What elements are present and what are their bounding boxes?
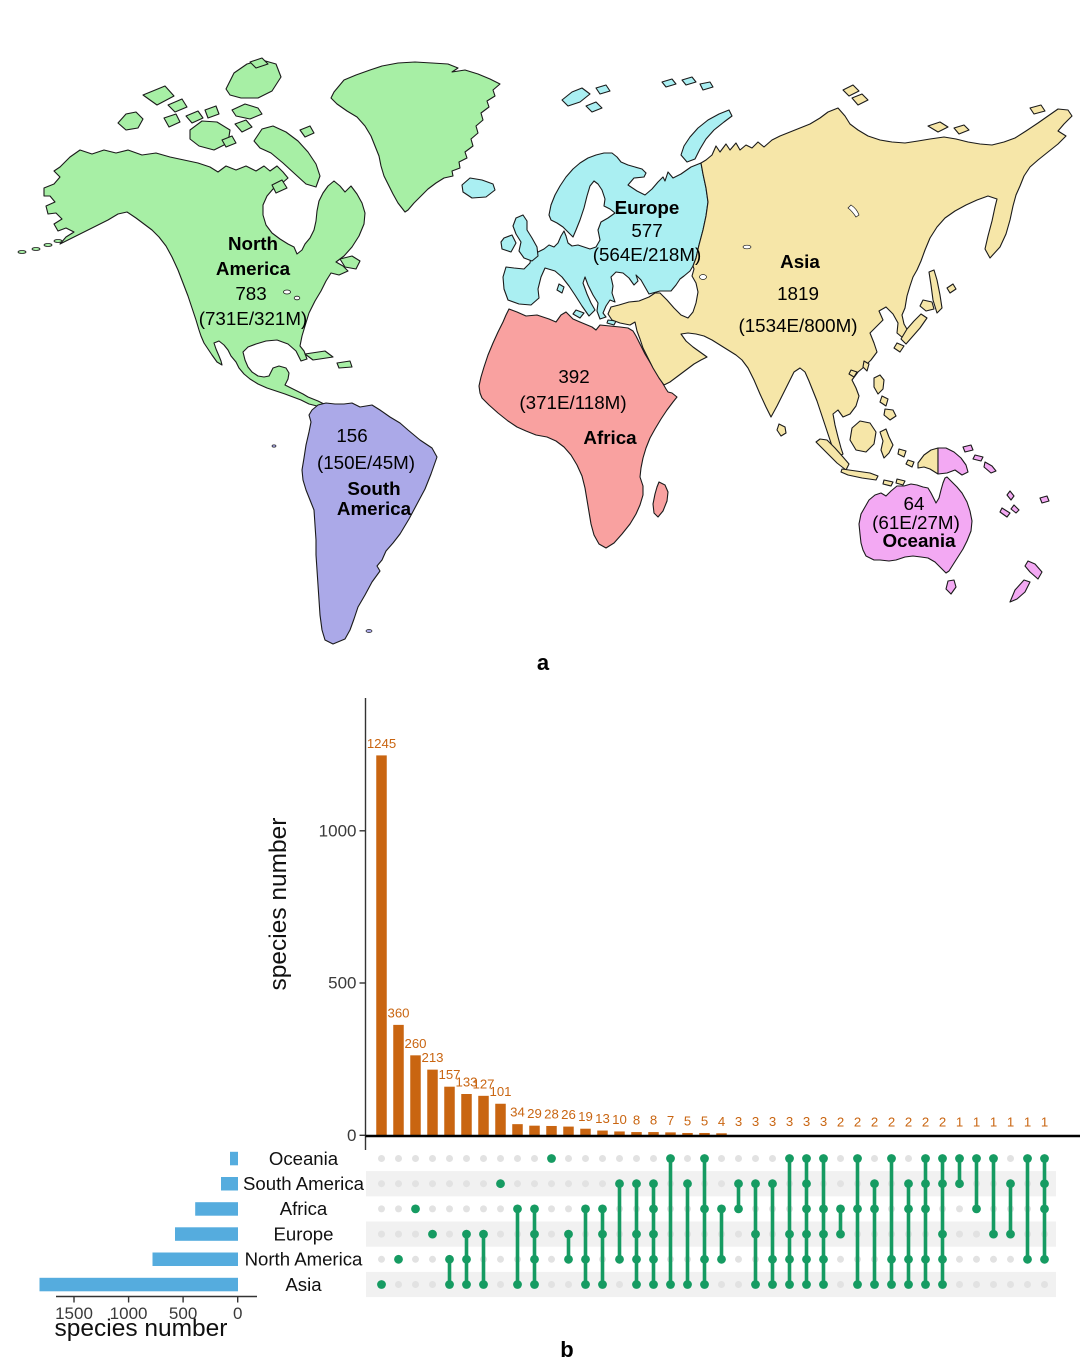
- svg-text:7: 7: [667, 1113, 674, 1128]
- svg-text:8: 8: [633, 1113, 640, 1128]
- svg-text:(731E/321M): (731E/321M): [199, 308, 308, 329]
- svg-text:North America: North America: [245, 1249, 363, 1270]
- svg-text:America: America: [216, 258, 291, 279]
- svg-text:127: 127: [472, 1076, 494, 1091]
- svg-text:Europe: Europe: [615, 197, 680, 218]
- svg-text:0: 0: [347, 1126, 356, 1145]
- svg-text:28: 28: [544, 1107, 559, 1122]
- svg-text:156: 156: [336, 425, 367, 446]
- svg-text:360: 360: [387, 1005, 409, 1020]
- svg-text:South: South: [347, 478, 400, 499]
- svg-text:Oceania: Oceania: [882, 530, 956, 551]
- svg-text:1000: 1000: [319, 821, 357, 840]
- svg-text:3: 3: [820, 1114, 827, 1129]
- svg-text:(371E/118M): (371E/118M): [519, 392, 626, 413]
- svg-text:0: 0: [233, 1304, 242, 1323]
- svg-text:3: 3: [735, 1114, 742, 1129]
- svg-text:2: 2: [922, 1114, 929, 1129]
- svg-text:1: 1: [973, 1115, 980, 1130]
- svg-text:3: 3: [786, 1114, 793, 1129]
- svg-text:1245: 1245: [367, 736, 396, 751]
- svg-text:Asia: Asia: [285, 1274, 322, 1295]
- svg-text:Oceania: Oceania: [269, 1148, 339, 1169]
- svg-text:Africa: Africa: [583, 427, 637, 448]
- svg-text:34: 34: [510, 1105, 525, 1120]
- svg-text:2: 2: [854, 1114, 861, 1129]
- svg-text:(150E/45M): (150E/45M): [317, 452, 415, 473]
- svg-text:1: 1: [1041, 1115, 1048, 1130]
- svg-text:133: 133: [455, 1075, 477, 1090]
- svg-text:2: 2: [837, 1114, 844, 1129]
- svg-text:1819: 1819: [777, 283, 819, 304]
- svg-text:a: a: [537, 650, 550, 675]
- svg-text:64: 64: [904, 493, 925, 514]
- svg-text:3: 3: [752, 1114, 759, 1129]
- svg-text:3: 3: [769, 1114, 776, 1129]
- svg-text:29: 29: [527, 1106, 542, 1121]
- svg-text:4: 4: [718, 1114, 725, 1129]
- svg-text:2: 2: [939, 1114, 946, 1129]
- svg-text:North: North: [228, 233, 278, 254]
- svg-text:2: 2: [871, 1114, 878, 1129]
- svg-text:Europe: Europe: [274, 1223, 334, 1244]
- svg-text:157: 157: [438, 1067, 460, 1082]
- svg-text:America: America: [337, 498, 412, 519]
- svg-text:783: 783: [235, 283, 266, 304]
- svg-text:2: 2: [905, 1114, 912, 1129]
- svg-text:1: 1: [1024, 1115, 1031, 1130]
- svg-text:species number: species number: [265, 818, 292, 991]
- svg-text:1000: 1000: [110, 1304, 148, 1323]
- svg-text:19: 19: [578, 1109, 593, 1124]
- svg-text:South America: South America: [243, 1173, 365, 1194]
- svg-text:260: 260: [404, 1036, 426, 1051]
- svg-text:1: 1: [1007, 1115, 1014, 1130]
- svg-text:8: 8: [650, 1113, 657, 1128]
- svg-text:Africa: Africa: [280, 1198, 328, 1219]
- svg-text:1: 1: [956, 1115, 963, 1130]
- svg-text:2: 2: [888, 1114, 895, 1129]
- svg-text:101: 101: [489, 1084, 511, 1099]
- svg-text:1: 1: [990, 1115, 997, 1130]
- svg-text:(61E/27M): (61E/27M): [872, 512, 960, 533]
- svg-text:577: 577: [631, 220, 662, 241]
- svg-text:392: 392: [558, 366, 589, 387]
- svg-text:5: 5: [684, 1114, 691, 1129]
- svg-text:13: 13: [595, 1111, 610, 1126]
- svg-text:b: b: [560, 1337, 573, 1362]
- svg-text:(1534E/800M): (1534E/800M): [738, 315, 857, 336]
- svg-text:1500: 1500: [55, 1304, 93, 1323]
- svg-text:26: 26: [561, 1107, 576, 1122]
- svg-text:10: 10: [612, 1112, 627, 1127]
- svg-text:500: 500: [328, 974, 356, 993]
- svg-text:3: 3: [803, 1114, 810, 1129]
- svg-text:Asia: Asia: [780, 251, 820, 272]
- svg-text:500: 500: [169, 1304, 197, 1323]
- svg-text:species number: species number: [55, 1315, 228, 1342]
- svg-text:213: 213: [421, 1050, 443, 1065]
- svg-text:(564E/218M): (564E/218M): [593, 244, 702, 265]
- svg-text:5: 5: [701, 1114, 708, 1129]
